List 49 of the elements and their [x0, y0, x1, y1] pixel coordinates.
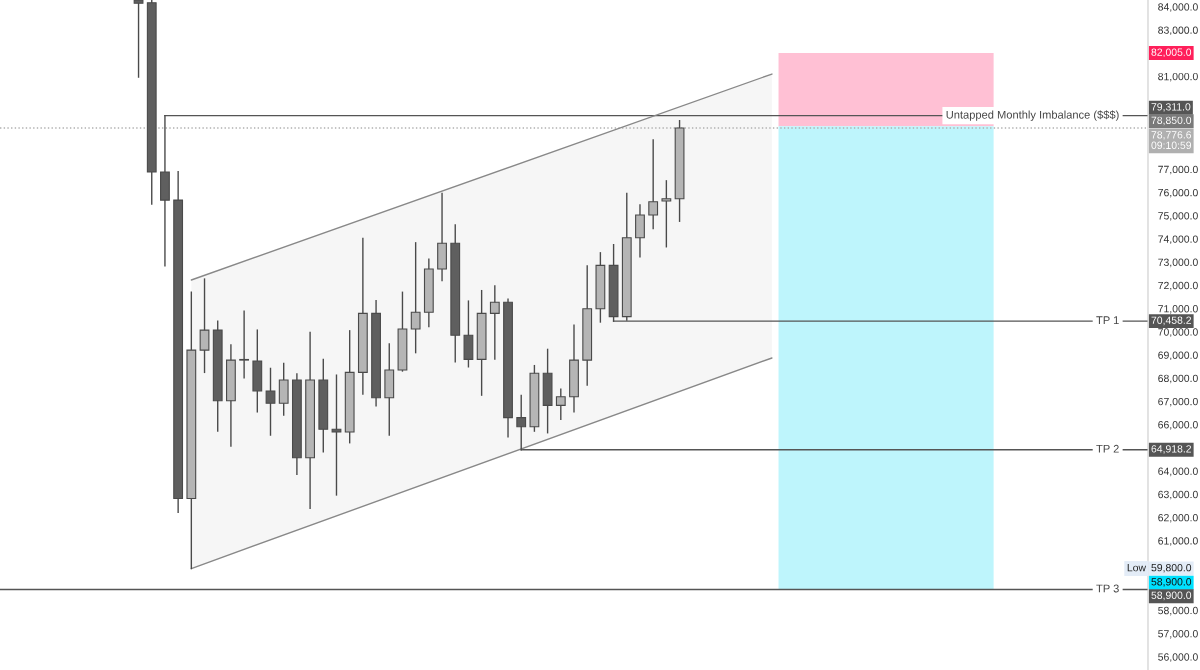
candlestick	[265, 367, 276, 436]
text: 82,005.0	[1151, 48, 1192, 58]
candlestick	[635, 204, 645, 258]
candlestick	[331, 374, 342, 496]
y-tick-label: 56,000.0	[1158, 653, 1198, 662]
text: 58,900.0	[1151, 591, 1192, 601]
text: 70,458.2	[1151, 316, 1192, 326]
y-tick-label: 71,000.0	[1158, 305, 1198, 314]
candlestick	[133, 0, 144, 78]
text: 59,800.0	[1151, 563, 1192, 573]
ref-line-label: TP 1	[1096, 316, 1119, 324]
ref-line-label: Untapped Monthly Imbalance ($$$)	[946, 110, 1119, 121]
y-tick-label: 61,000.0	[1158, 537, 1198, 546]
y-tick-label: 84,000.0	[1158, 3, 1198, 12]
y-tick-label: 74,000.0	[1158, 235, 1198, 244]
candlestick	[489, 285, 500, 360]
ref-line-label: TP 2	[1096, 444, 1119, 453]
y-tick-label: 66,000.0	[1158, 421, 1198, 430]
annotation: Low	[1127, 564, 1147, 572]
y-tick-label: 57,000.0	[1158, 630, 1198, 639]
y-tick-label: 58,000.0	[1158, 606, 1198, 616]
candlestick	[648, 139, 659, 230]
y-tick-label: 67,000.0	[1158, 397, 1198, 407]
candlestick	[661, 180, 672, 248]
ref-line-label: TP 3	[1096, 584, 1119, 593]
y-tick-label: 68,000.0	[1158, 374, 1198, 384]
text: 79,311.0	[1151, 103, 1191, 112]
text: 09:10:59	[1151, 141, 1192, 149]
candlestick	[555, 388, 566, 420]
y-tick-label: 83,000.0	[1158, 26, 1198, 36]
y-tick-label: 63,000.0	[1158, 490, 1198, 500]
y-tick-label: 69,000.0	[1158, 351, 1198, 361]
y-tick-label: 73,000.0	[1158, 258, 1198, 268]
y-tick-label: 75,000.0	[1158, 212, 1198, 221]
y-tick-label: 70,000.0	[1158, 328, 1198, 337]
y-tick-label: 62,000.0	[1158, 513, 1198, 523]
candlestick	[239, 310, 250, 379]
candlestick	[410, 242, 421, 354]
y-tick-label: 77,000.0	[1158, 165, 1198, 175]
y-tick-label: 81,000.0	[1158, 72, 1198, 82]
y-tick-label: 72,000.0	[1158, 281, 1198, 291]
y-tick-label: 64,000.0	[1158, 467, 1198, 477]
candlestick	[278, 362, 289, 416]
candlestick	[199, 278, 210, 374]
text: 78,850.0	[1151, 116, 1192, 126]
text: 64,918.2	[1151, 445, 1192, 454]
y-tick-label: 76,000.0	[1158, 188, 1198, 198]
text: 78,776.6	[1151, 131, 1192, 140]
text: 58,900.0	[1151, 578, 1192, 587]
